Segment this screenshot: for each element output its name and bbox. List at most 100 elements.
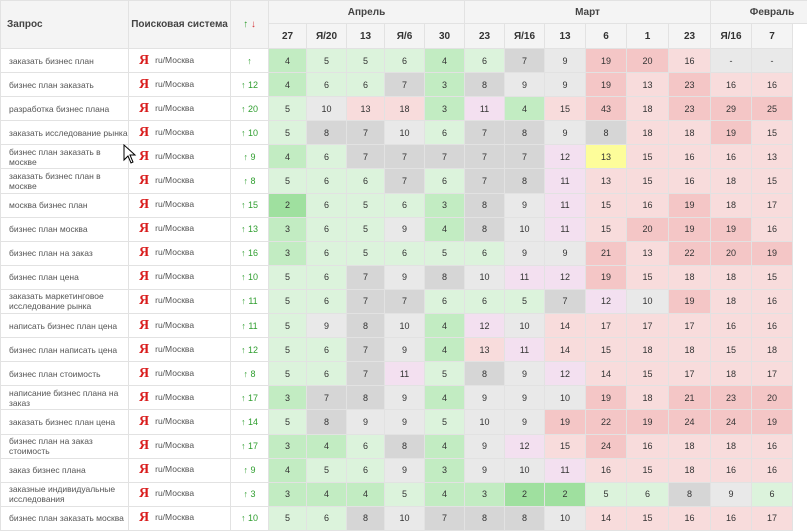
position-cell[interactable]: 16 <box>627 193 669 217</box>
position-cell[interactable]: 16 <box>711 506 752 530</box>
position-cell[interactable]: 24 <box>586 434 627 458</box>
date-header[interactable]: 7 <box>752 24 793 49</box>
position-cell[interactable]: 10 <box>545 506 586 530</box>
position-cell[interactable]: 8 <box>347 386 385 410</box>
position-cell[interactable]: 3 <box>465 482 505 506</box>
position-cell[interactable]: 6 <box>307 217 347 241</box>
position-cell[interactable]: 17 <box>752 193 793 217</box>
position-cell[interactable]: 4 <box>425 386 465 410</box>
query-cell[interactable]: заказать бизнес план в москве <box>1 169 129 193</box>
position-cell[interactable]: 18 <box>752 338 793 362</box>
position-cell[interactable]: 10 <box>307 97 347 121</box>
query-cell[interactable]: заказать бизнес план цена <box>1 410 129 434</box>
position-cell[interactable]: 3 <box>269 241 307 265</box>
position-cell[interactable]: 15 <box>752 169 793 193</box>
date-header[interactable]: 23 <box>465 24 505 49</box>
position-cell[interactable]: 7 <box>425 506 465 530</box>
position-cell[interactable]: 11 <box>505 265 545 289</box>
position-cell[interactable]: 8 <box>307 121 347 145</box>
table-row[interactable]: заказать маркетинговое исследование рынк… <box>1 289 807 313</box>
position-cell[interactable]: 5 <box>269 169 307 193</box>
position-cell[interactable]: 10 <box>385 506 425 530</box>
position-cell[interactable]: 11 <box>545 169 586 193</box>
sort-header[interactable]: ↑ ↓ <box>231 1 269 49</box>
position-cell[interactable]: 9 <box>307 314 347 338</box>
position-cell[interactable]: 6 <box>425 121 465 145</box>
position-cell[interactable]: 12 <box>465 314 505 338</box>
position-cell[interactable]: 11 <box>385 362 425 386</box>
position-cell[interactable]: 23 <box>669 97 711 121</box>
position-cell[interactable]: 16 <box>711 145 752 169</box>
position-cell[interactable]: 6 <box>347 169 385 193</box>
position-cell[interactable]: 15 <box>627 362 669 386</box>
position-cell[interactable]: 18 <box>711 265 752 289</box>
position-cell[interactable]: 11 <box>545 217 586 241</box>
position-cell[interactable]: 20 <box>627 49 669 73</box>
query-cell[interactable]: бизнес план стоимость <box>1 362 129 386</box>
position-cell[interactable]: 18 <box>711 362 752 386</box>
position-cell[interactable]: 19 <box>627 410 669 434</box>
position-cell[interactable]: 16 <box>752 217 793 241</box>
position-cell[interactable]: 5 <box>269 362 307 386</box>
position-cell[interactable]: 19 <box>711 217 752 241</box>
query-cell[interactable]: заказать бизнес план <box>1 49 129 73</box>
position-cell[interactable]: 6 <box>307 73 347 97</box>
position-cell[interactable]: 8 <box>505 506 545 530</box>
position-cell[interactable]: 8 <box>347 314 385 338</box>
position-cell[interactable]: 10 <box>505 217 545 241</box>
position-cell[interactable]: 11 <box>465 97 505 121</box>
position-cell[interactable]: 7 <box>385 169 425 193</box>
position-cell[interactable]: 3 <box>269 217 307 241</box>
position-cell[interactable]: 7 <box>505 49 545 73</box>
position-cell[interactable]: 18 <box>627 121 669 145</box>
position-cell[interactable]: 22 <box>669 241 711 265</box>
date-header[interactable]: 13 <box>545 24 586 49</box>
position-cell[interactable]: 8 <box>586 121 627 145</box>
date-header[interactable]: Я/16 <box>505 24 545 49</box>
position-cell[interactable]: 15 <box>627 265 669 289</box>
position-cell[interactable]: 16 <box>752 73 793 97</box>
position-cell[interactable]: 13 <box>465 338 505 362</box>
position-cell[interactable]: 3 <box>425 458 465 482</box>
position-cell[interactable]: 19 <box>752 410 793 434</box>
position-cell[interactable]: 12 <box>545 145 586 169</box>
position-cell[interactable]: 43 <box>586 97 627 121</box>
position-cell[interactable]: 3 <box>425 97 465 121</box>
position-cell[interactable]: 17 <box>752 362 793 386</box>
position-cell[interactable]: 7 <box>347 121 385 145</box>
position-cell[interactable]: 12 <box>505 434 545 458</box>
position-cell[interactable]: 13 <box>347 97 385 121</box>
position-cell[interactable]: 19 <box>669 289 711 313</box>
position-cell[interactable]: 18 <box>711 193 752 217</box>
position-cell[interactable]: 29 <box>711 97 752 121</box>
position-cell[interactable]: 13 <box>586 145 627 169</box>
position-cell[interactable]: 3 <box>425 73 465 97</box>
position-cell[interactable]: 7 <box>347 289 385 313</box>
position-cell[interactable]: 15 <box>627 506 669 530</box>
position-cell[interactable]: 5 <box>269 97 307 121</box>
position-cell[interactable]: 13 <box>586 169 627 193</box>
position-cell[interactable]: 9 <box>465 434 505 458</box>
position-cell[interactable]: 16 <box>586 458 627 482</box>
position-cell[interactable]: 19 <box>669 217 711 241</box>
position-cell[interactable]: 7 <box>505 145 545 169</box>
position-cell[interactable]: 6 <box>425 169 465 193</box>
position-cell[interactable]: 7 <box>347 362 385 386</box>
position-cell[interactable]: 17 <box>669 314 711 338</box>
position-cell[interactable]: 14 <box>545 314 586 338</box>
position-cell[interactable]: 18 <box>669 121 711 145</box>
query-cell[interactable]: написание бизнес плана на заказ <box>1 386 129 410</box>
position-cell[interactable]: 10 <box>465 265 505 289</box>
position-cell[interactable]: 5 <box>347 217 385 241</box>
position-cell[interactable]: 3 <box>269 482 307 506</box>
position-cell[interactable]: 6 <box>307 362 347 386</box>
